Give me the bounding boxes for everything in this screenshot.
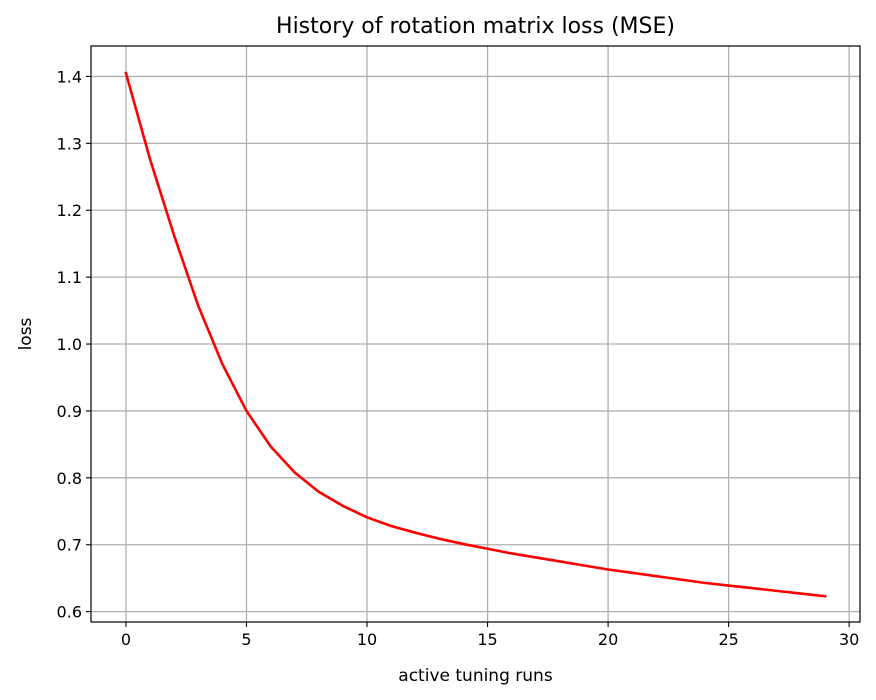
loss-series-line <box>124 71 827 598</box>
y-tick-label: 1.3 <box>57 134 82 153</box>
y-tick-label: 1.0 <box>57 335 82 354</box>
y-tick-label: 0.8 <box>57 469 82 488</box>
x-axis-label: active tuning runs <box>398 666 553 686</box>
chart-title: History of rotation matrix loss (MSE) <box>276 14 675 39</box>
x-tick-label: 30 <box>839 630 859 649</box>
axis-ticks: 0 5 10 15 20 25 30 0.6 0.7 0.8 0.9 1.0 1.1 1.2 1.3 1.4 <box>57 67 860 649</box>
plot-frame <box>90 45 861 623</box>
grid-lines <box>91 46 860 622</box>
x-tick-label: 15 <box>477 630 497 649</box>
y-tick-label: 0.9 <box>57 402 82 421</box>
y-tick-label: 1.4 <box>57 67 82 86</box>
x-tick-label: 0 <box>121 630 131 649</box>
x-tick-label: 5 <box>241 630 251 649</box>
x-tick-label: 10 <box>357 630 377 649</box>
x-tick-label: 25 <box>718 630 738 649</box>
series-layer <box>124 71 827 598</box>
y-tick-label: 0.6 <box>57 603 82 622</box>
y-tick-label: 0.7 <box>57 536 82 555</box>
y-axis-label: loss <box>16 317 36 350</box>
x-tick-label: 20 <box>598 630 618 649</box>
y-tick-label: 1.1 <box>57 268 82 287</box>
y-tick-label: 1.2 <box>57 201 82 220</box>
